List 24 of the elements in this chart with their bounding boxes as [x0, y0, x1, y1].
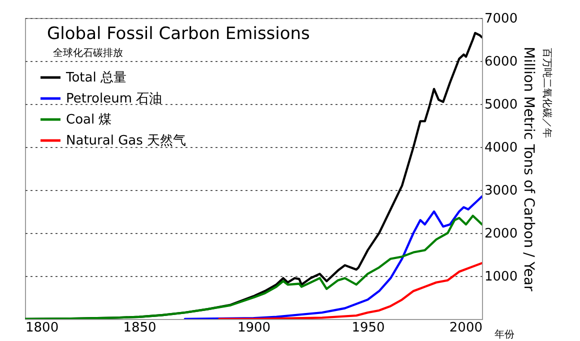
text: 百万吨二氧化碳／年 [541, 48, 553, 138]
legend-label: Total 总量 [65, 70, 126, 86]
y-tick-label: 5000 [484, 98, 518, 112]
legend-label: Petroleum 石油 [66, 92, 162, 106]
x-tick-label: 2000 [449, 320, 482, 336]
x-tick-label: 1850 [123, 320, 156, 336]
y-tick-label: 1000 [484, 270, 518, 284]
line-series [184, 195, 482, 319]
y-tick-label: 4000 [484, 140, 518, 156]
x-tick-label: 1800 [26, 320, 59, 336]
x-tick-label: 1900 [237, 320, 271, 336]
x-tick-label: 1950 [352, 320, 385, 336]
legend-label: Natural Gas 天然气 [66, 134, 186, 148]
text: 全球化石碳排放 [53, 47, 123, 59]
y-axis-title: Million Metric Tons of Carbon / Year [520, 46, 537, 292]
line-series [25, 214, 482, 319]
legend-label: Coal 煤 [66, 112, 112, 128]
y-tick-label: 3000 [484, 184, 518, 198]
y-tick-label: 2000 [484, 226, 518, 242]
y-tick-label: 7000 [484, 12, 518, 26]
y-tick-label: 6000 [484, 54, 518, 70]
chart-title: Global Fossil Carbon Emissions [47, 24, 310, 44]
line-series [218, 262, 482, 319]
x-axis-title: 年份 [494, 328, 514, 340]
